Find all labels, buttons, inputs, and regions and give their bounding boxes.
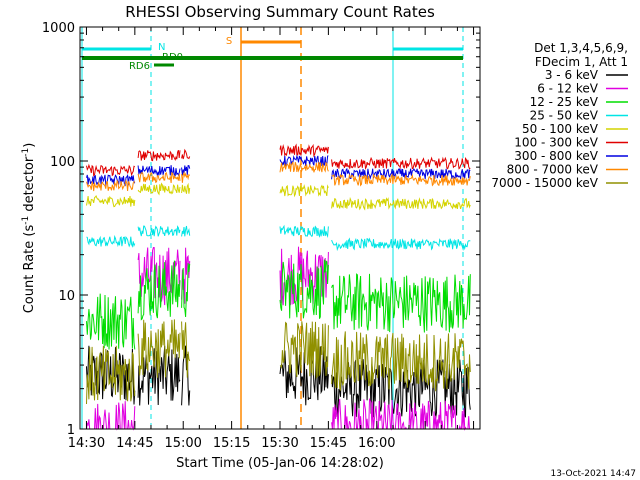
series-line-4	[86, 195, 136, 208]
series-line-4	[137, 182, 181, 196]
series-line-3	[181, 225, 191, 237]
series-line-3	[137, 225, 181, 237]
flag-label: RD6	[129, 61, 150, 72]
flag-label: S	[226, 36, 232, 47]
flag-label: RD0	[162, 52, 183, 63]
series-line-0	[181, 345, 191, 406]
y-tick-label: 10	[58, 289, 75, 304]
series-line-3	[86, 234, 136, 248]
series-line-7	[137, 171, 181, 184]
series-line-3	[279, 224, 329, 239]
series-line-2	[86, 293, 136, 350]
series-line-8	[137, 319, 181, 378]
series-line-8	[279, 321, 329, 379]
series-line-6	[331, 167, 471, 181]
legend-label: 100 - 300 keV	[514, 136, 598, 150]
series-line-2	[137, 260, 181, 321]
series-line-0	[331, 358, 471, 419]
series-line-5	[279, 143, 329, 158]
y-tick-label: 1	[67, 423, 75, 438]
legend-label: 12 - 25 keV	[530, 95, 599, 109]
legend-label: 50 - 100 keV	[522, 122, 599, 136]
legend-label: 3 - 6 keV	[545, 68, 599, 82]
series-line-1	[86, 401, 136, 431]
series-line-4	[331, 196, 471, 211]
y-axis-label: Count Rate (s-1 detector-1)	[21, 143, 37, 314]
x-tick-label: 16:00	[358, 436, 395, 451]
series-line-1	[279, 246, 329, 306]
series-line-7	[86, 179, 136, 192]
series-line-7	[331, 173, 471, 187]
x-tick-label: 14:30	[68, 436, 105, 451]
y-tick-label: 100	[50, 155, 75, 170]
series-line-5	[137, 150, 181, 162]
series-line-2	[181, 263, 191, 318]
series-line-4	[181, 182, 191, 194]
footer-date: 13-Oct-2021 14:47	[551, 469, 636, 479]
chart-title: RHESSI Observing Summary Count Rates	[125, 3, 435, 21]
series-line-8	[181, 321, 191, 378]
series-line-4	[279, 183, 329, 198]
series-line-8	[86, 345, 136, 405]
series-line-0	[86, 345, 136, 405]
x-tick-label: 15:15	[213, 436, 250, 451]
series-line-7	[181, 171, 191, 183]
series-line-7	[279, 161, 329, 173]
series-line-3	[331, 237, 471, 252]
series-line-8	[331, 331, 471, 392]
series-line-6	[86, 173, 136, 187]
series-line-2	[279, 259, 329, 319]
x-tick-label: 15:00	[164, 436, 201, 451]
legend-label: 6 - 12 keV	[537, 82, 599, 96]
legend-label: 300 - 800 keV	[514, 149, 598, 163]
flag-label: N	[158, 42, 165, 53]
x-tick-label: 15:30	[261, 436, 298, 451]
series-line-6	[137, 165, 181, 177]
series-line-5	[331, 156, 471, 170]
legend: Det 1,3,4,5,6,9, FDecim 1, Att 1 3 - 6 k…	[491, 41, 628, 190]
legend-header-line2: FDecim 1, Att 1	[535, 55, 628, 69]
legend-label: 25 - 50 keV	[530, 109, 599, 123]
legend-label: 800 - 7000 keV	[507, 163, 599, 177]
series-line-5	[86, 163, 135, 177]
legend-header-line1: Det 1,3,4,5,6,9,	[534, 41, 628, 55]
series-line-6	[181, 165, 191, 176]
legend-label: 7000 - 15000 keV	[491, 176, 598, 190]
series-line-2	[331, 273, 471, 333]
y-tick-label: 1000	[42, 21, 75, 36]
x-tick-label: 14:45	[116, 436, 153, 451]
series-line-1	[137, 246, 181, 306]
series-line-5	[181, 148, 191, 160]
x-tick-label: 15:45	[310, 436, 347, 451]
x-axis-label: Start Time (05-Jan-06 14:28:02)	[176, 456, 384, 471]
